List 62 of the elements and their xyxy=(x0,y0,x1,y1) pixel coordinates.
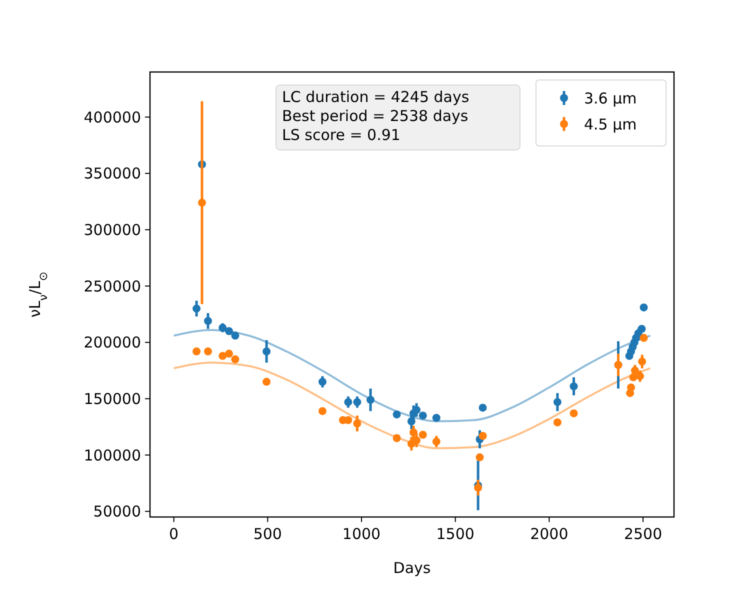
point xyxy=(262,347,271,356)
point xyxy=(318,378,326,386)
line-series xyxy=(172,328,652,422)
point xyxy=(418,412,427,420)
point xyxy=(638,324,646,333)
point xyxy=(570,409,578,418)
point xyxy=(318,407,326,416)
point xyxy=(198,198,206,207)
x-tick-label: 1000 xyxy=(342,525,381,543)
point xyxy=(204,316,212,325)
point xyxy=(410,428,418,437)
y-tick-label: 350000 xyxy=(84,164,141,183)
legend-label: 4.5 μm xyxy=(584,115,637,134)
y-tick-label: 100000 xyxy=(84,446,141,464)
y-tick-label: 200000 xyxy=(84,334,141,352)
y-tick-label: 250000 xyxy=(84,277,141,296)
point xyxy=(432,438,440,446)
point xyxy=(418,430,427,439)
x-tick-label: 2000 xyxy=(530,525,568,543)
x-tick-label: 0 xyxy=(169,525,179,543)
point xyxy=(192,304,201,313)
x-axis-title: Days xyxy=(393,559,431,577)
x-tick-label: 1500 xyxy=(436,525,474,543)
point xyxy=(353,419,362,428)
point xyxy=(392,410,401,418)
y-tick-label: 150000 xyxy=(84,390,141,408)
point xyxy=(640,334,648,342)
x-tick-label: 2500 xyxy=(624,525,662,543)
point xyxy=(231,332,240,340)
point xyxy=(225,350,234,358)
point xyxy=(570,382,578,390)
point xyxy=(353,398,362,406)
y-tick-label: 50000 xyxy=(93,502,141,521)
point xyxy=(553,398,562,406)
point xyxy=(192,347,201,356)
point xyxy=(262,378,271,386)
point xyxy=(553,418,562,426)
point xyxy=(344,398,352,406)
y-tick-label: 400000 xyxy=(84,108,141,126)
point xyxy=(412,436,421,444)
point xyxy=(476,453,484,462)
point xyxy=(432,414,440,422)
x-tick-label: 500 xyxy=(253,525,282,543)
line-series xyxy=(172,362,652,450)
point xyxy=(630,366,639,375)
point xyxy=(407,417,416,426)
point xyxy=(392,434,401,442)
point xyxy=(204,347,212,356)
point xyxy=(478,432,487,440)
legend-label: 3.6 μm xyxy=(584,89,637,108)
y-tick-label: 300000 xyxy=(84,220,141,239)
point xyxy=(640,303,648,312)
point xyxy=(474,484,482,492)
point xyxy=(366,396,375,404)
point xyxy=(218,352,227,360)
annotation: LC duration = 4245 days Best period = 2538 days LS score = 0.91 xyxy=(282,88,470,144)
point xyxy=(478,404,487,412)
point xyxy=(627,383,636,392)
point xyxy=(231,355,240,364)
point xyxy=(638,358,646,366)
point xyxy=(218,324,227,332)
point xyxy=(225,327,234,336)
